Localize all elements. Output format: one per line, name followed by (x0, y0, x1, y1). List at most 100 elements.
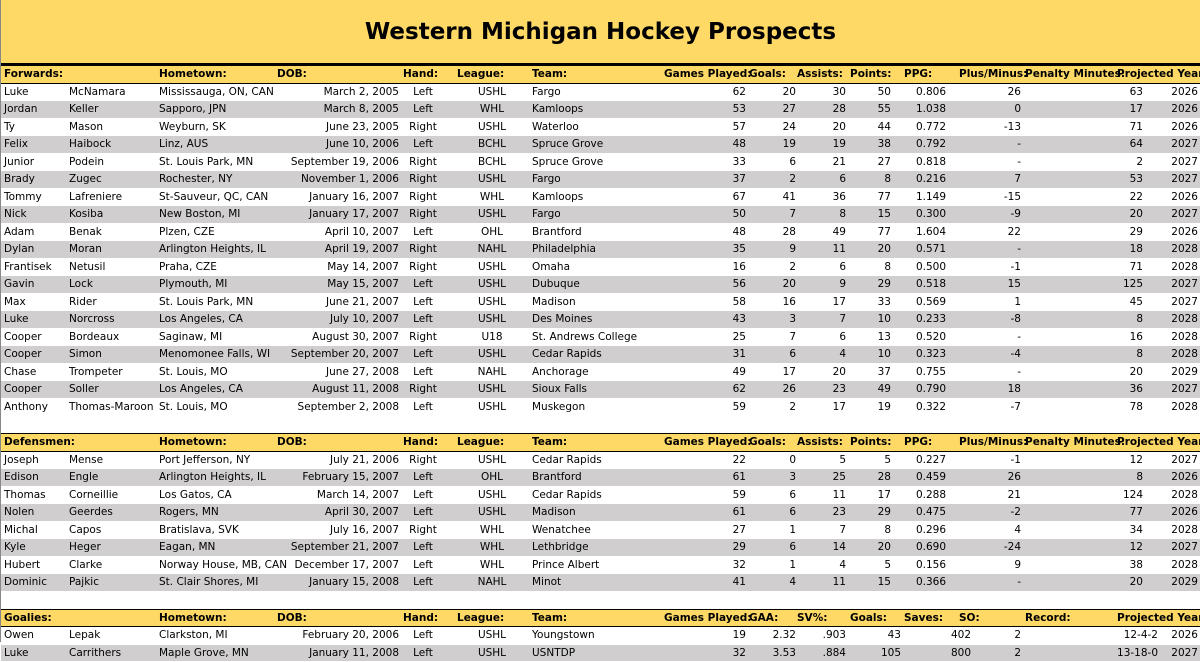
games-played-cell: 57 (701, 119, 746, 136)
team-cell: Madison (532, 504, 662, 521)
dob-cell: January 11, 2008 (279, 645, 399, 662)
goals-cell: 4 (761, 574, 796, 591)
games-played-cell: 33 (701, 154, 746, 171)
games-played-cell: 62 (701, 84, 746, 101)
first-name-cell: Max (4, 294, 69, 311)
points-cell: 10 (856, 311, 891, 328)
ppg-cell: 0.818 (901, 154, 946, 171)
first-name-cell: Luke (4, 84, 69, 101)
projected-year-cell: 2028 (1151, 259, 1198, 276)
last-name-cell: Norcross (69, 311, 157, 328)
projected-year-cell: 2026 (1151, 101, 1198, 118)
league-cell: USHL (467, 171, 517, 188)
plus-minus-cell: 26 (976, 84, 1021, 101)
hand-cell: Left (403, 311, 443, 328)
league-cell: USHL (467, 346, 517, 363)
goalies-table: Goalies:Hometown:DOB:Hand:League:Team:Ga… (1, 609, 1200, 662)
projected-year-header: Projected Year: (1117, 434, 1197, 451)
penalty-minutes-cell: 8 (1111, 311, 1143, 328)
first-name-cell: Luke (4, 645, 69, 662)
hand-cell: Left (403, 294, 443, 311)
projected-year-cell: 2026 (1151, 469, 1198, 486)
assists-cell: 6 (811, 171, 846, 188)
stat4-header: PPG: (904, 434, 934, 451)
games-played-cell: 61 (701, 504, 746, 521)
points-cell: 5 (856, 452, 891, 469)
games-played-cell: 32 (701, 645, 746, 662)
first-name-cell: Dominic (4, 574, 69, 591)
penalty-minutes-cell: 78 (1111, 399, 1143, 416)
league-header: League: (457, 610, 497, 627)
first-name-cell: Edison (4, 469, 69, 486)
league-cell: WHL (467, 539, 517, 556)
goals-cell: 1 (761, 522, 796, 539)
league-cell: BCHL (467, 154, 517, 171)
points-cell: 13 (856, 329, 891, 346)
goals-cell: 17 (761, 364, 796, 381)
projected-year-cell: 2027 (1151, 276, 1198, 293)
assists-cell: 8 (811, 206, 846, 223)
dob-cell: June 23, 2005 (279, 119, 399, 136)
first-name-cell: Brady (4, 171, 69, 188)
assists-cell: 17 (811, 294, 846, 311)
league-cell: WHL (467, 101, 517, 118)
plus-minus-cell: - (976, 136, 1021, 153)
projected-year-cell: 2028 (1151, 487, 1198, 504)
plus-minus-cell: 9 (976, 557, 1021, 574)
first-name-cell: Cooper (4, 329, 69, 346)
dob-cell: September 20, 2007 (279, 346, 399, 363)
ppg-cell: 0.288 (901, 487, 946, 504)
plus-minus-cell: 26 (976, 469, 1021, 486)
dob-header: DOB: (277, 610, 337, 627)
league-cell: USHL (467, 645, 517, 662)
hand-cell: Left (403, 574, 443, 591)
team-cell: Lethbridge (532, 539, 662, 556)
projected-year-cell: 2028 (1151, 522, 1198, 539)
assists-cell: 49 (811, 224, 846, 241)
last-name-cell: Zugec (69, 171, 157, 188)
goals-cell: 7 (761, 329, 796, 346)
hand-cell: Left (403, 101, 443, 118)
ppg-cell: 1.604 (901, 224, 946, 241)
last-name-cell: McNamara (69, 84, 157, 101)
ppg-cell: 0.227 (901, 452, 946, 469)
ppg-cell: 1.038 (901, 101, 946, 118)
dob-cell: September 2, 2008 (279, 399, 399, 416)
games-played-cell: 49 (701, 364, 746, 381)
team-cell: Sioux Falls (532, 381, 662, 398)
league-cell: BCHL (467, 136, 517, 153)
hand-cell: Right (403, 119, 443, 136)
goals-cell: 20 (761, 84, 796, 101)
points-cell: 20 (856, 539, 891, 556)
penalty-minutes-cell: 38 (1111, 557, 1143, 574)
league-cell: NAHL (467, 364, 517, 381)
team-header: Team: (532, 610, 592, 627)
penalty-minutes-cell: 16 (1111, 329, 1143, 346)
dob-cell: June 10, 2006 (279, 136, 399, 153)
points-cell: 20 (856, 241, 891, 258)
projected-year-cell: 2026 (1151, 119, 1198, 136)
dob-cell: May 14, 2007 (279, 259, 399, 276)
dob-cell: November 1, 2006 (279, 171, 399, 188)
projected-year-cell: 2028 (1151, 399, 1198, 416)
league-cell: USHL (467, 627, 517, 644)
points-cell: 29 (856, 276, 891, 293)
projected-year-cell: 2029 (1151, 574, 1198, 591)
hand-header: Hand: (403, 610, 443, 627)
first-name-cell: Joseph (4, 452, 69, 469)
assists-cell: 25 (811, 469, 846, 486)
games-played-cell: 48 (701, 136, 746, 153)
assists-cell: 7 (811, 311, 846, 328)
dob-cell: July 10, 2007 (279, 311, 399, 328)
dob-cell: April 30, 2007 (279, 504, 399, 521)
league-cell: USHL (467, 259, 517, 276)
first-name-cell: Dylan (4, 241, 69, 258)
points-cell: 49 (856, 381, 891, 398)
